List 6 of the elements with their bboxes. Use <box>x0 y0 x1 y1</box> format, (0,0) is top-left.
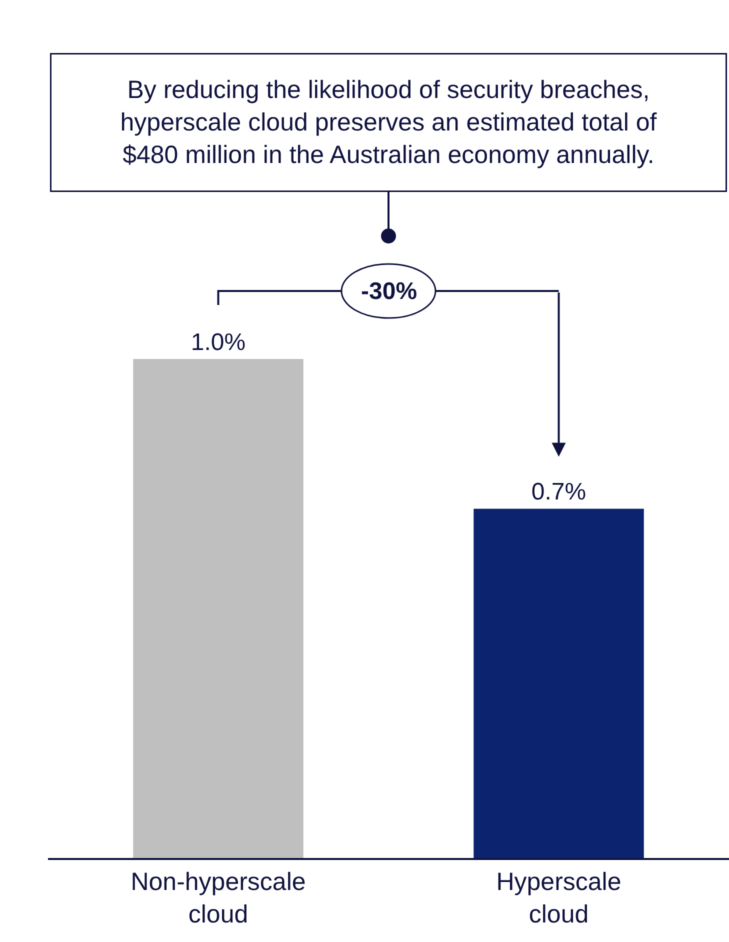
x-tick-label: Hyperscale cloud <box>496 868 622 928</box>
text: -30% <box>361 278 418 305</box>
data-label: 1.0% <box>190 329 246 356</box>
text: By reducing the likelihood of security breaches, hyperscale cloud preserves an estimated total of $480 million in the Australian economy annually. <box>120 76 657 169</box>
data-label: 0.7% <box>531 478 586 506</box>
x-tick-label: Non-hyperscale cloud <box>130 868 306 928</box>
